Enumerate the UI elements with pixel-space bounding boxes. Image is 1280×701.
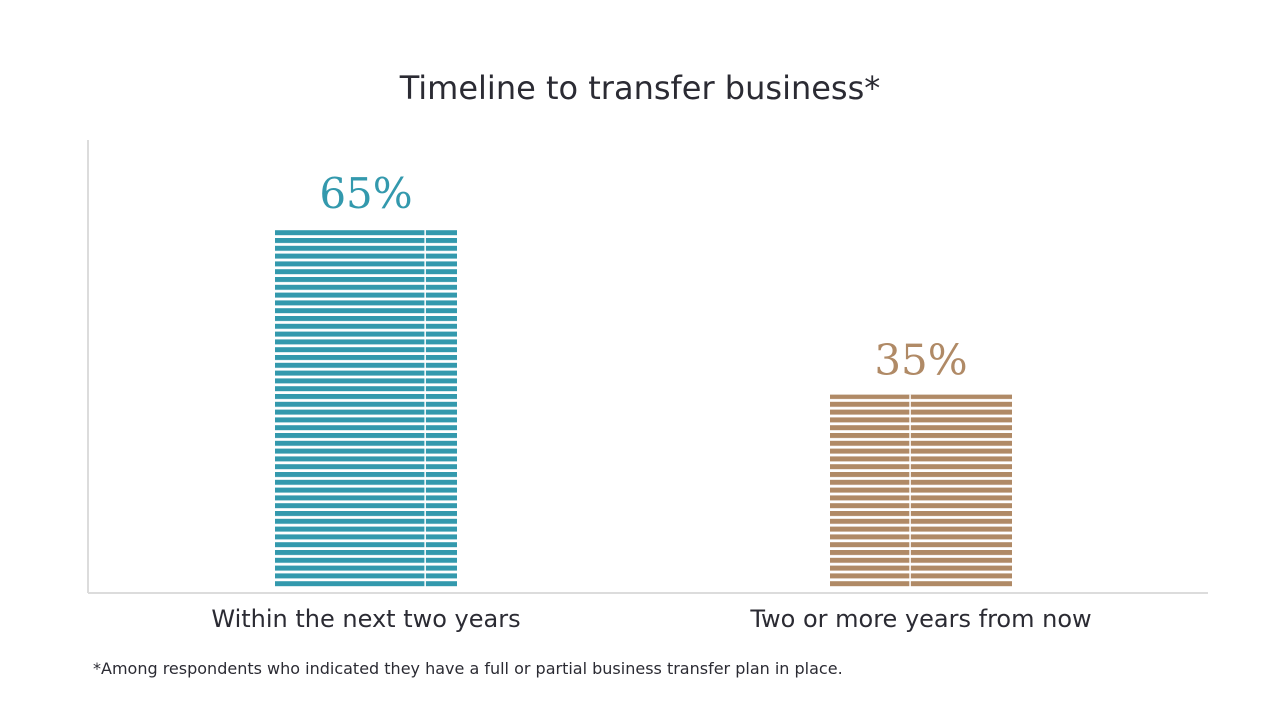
value-label-2: 35%: [874, 336, 967, 385]
bar-2: [830, 395, 1012, 589]
category-label-2: Two or more years from now: [749, 605, 1091, 633]
footnote: *Among respondents who indicated they ha…: [93, 659, 843, 678]
value-label-1: 65%: [319, 169, 412, 218]
category-label-1: Within the next two years: [211, 605, 520, 633]
chart-title: Timeline to transfer business*: [399, 69, 881, 107]
category-labels: Within the next two years Two or more yea…: [211, 605, 1091, 633]
bars: [275, 228, 1012, 589]
bar-1: [275, 228, 457, 589]
